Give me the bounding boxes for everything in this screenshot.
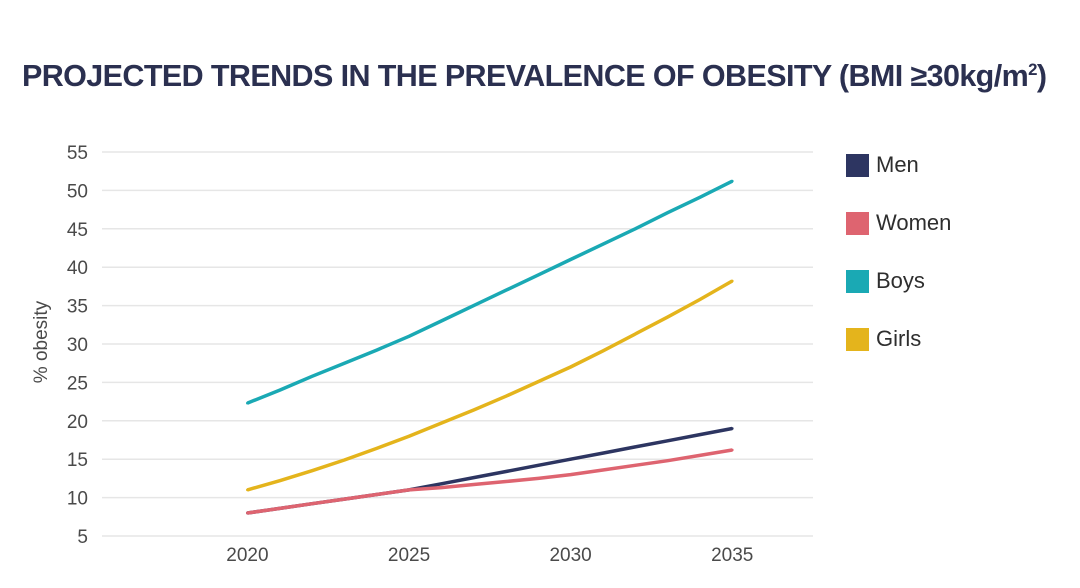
legend-label-men: Men: [876, 152, 919, 177]
data-point-girls-2025: [407, 434, 411, 438]
data-point-girls-2020: [246, 488, 249, 492]
legend-swatch-women: [846, 211, 869, 235]
y-tick-label-30: 30: [67, 335, 88, 356]
y-tick-label-35: 35: [67, 297, 88, 318]
series-line-girls: [246, 279, 734, 492]
series-lines: [246, 179, 734, 515]
y-tick-label-40: 40: [67, 258, 88, 279]
data-point-boys-2035: [730, 179, 734, 183]
chart-title: PROJECTED TRENDS IN THE PREVALENCE OF OB…: [22, 58, 1072, 95]
legend-item-girls: Girls: [846, 324, 951, 354]
x-tick-label-2020: 2020: [226, 545, 268, 566]
data-point-men-2035: [730, 427, 734, 430]
x-tick-label-2025: 2025: [388, 545, 430, 566]
legend-label-boys: Boys: [876, 268, 925, 293]
y-tick-label-25: 25: [67, 373, 88, 394]
legend-swatch-boys: [846, 269, 869, 293]
data-point-girls-2030: [569, 365, 573, 369]
legend: Men Women Boys Girls: [846, 150, 951, 382]
chart-title-close: ): [1036, 59, 1047, 93]
x-tick-label-2030: 2030: [549, 545, 591, 566]
data-point-boys-2020: [246, 401, 249, 405]
x-axis-ticks: 2020 2025 2030 2035: [226, 545, 753, 566]
legend-item-men: Men: [846, 150, 951, 180]
y-tick-label-15: 15: [67, 450, 88, 471]
y-tick-label-55: 55: [67, 143, 88, 164]
series-line-women: [247, 448, 733, 515]
y-tick-label-10: 10: [67, 489, 88, 510]
data-point-women-2030: [569, 473, 573, 476]
data-point-boys-2025: [407, 334, 411, 338]
chart-title-superscript: 2: [1028, 59, 1037, 79]
x-tick-label-2035: 2035: [711, 545, 753, 566]
data-point-women-2035: [730, 448, 734, 452]
legend-label-girls: Girls: [876, 326, 922, 351]
legend-label-women: Women: [876, 210, 952, 235]
y-axis-label: % obesity: [31, 300, 52, 383]
series-line-boys: [246, 179, 733, 405]
data-point-women-2025: [407, 488, 411, 492]
y-tick-label-20: 20: [67, 412, 88, 433]
y-axis-ticks: 5 10 15 20 25 30 35 40 45 50 55: [67, 143, 88, 548]
data-point-boys-2030: [569, 258, 573, 261]
data-point-girls-2035: [730, 279, 734, 283]
legend-swatch-girls: [846, 327, 869, 351]
y-tick-label-5: 5: [77, 527, 88, 548]
data-point-women-2020: [246, 511, 249, 515]
grid-lines: [102, 151, 813, 537]
series-line-men: [247, 426, 733, 515]
chart-title-text: PROJECTED TRENDS IN THE PREVALENCE OF OB…: [22, 59, 1029, 93]
legend-item-boys: Boys: [846, 266, 951, 296]
legend-item-women: Women: [846, 208, 951, 238]
data-point-men-2030: [569, 457, 573, 461]
y-tick-label-45: 45: [67, 220, 88, 241]
legend-swatch-men: [846, 153, 869, 177]
y-tick-label-50: 50: [67, 181, 88, 202]
